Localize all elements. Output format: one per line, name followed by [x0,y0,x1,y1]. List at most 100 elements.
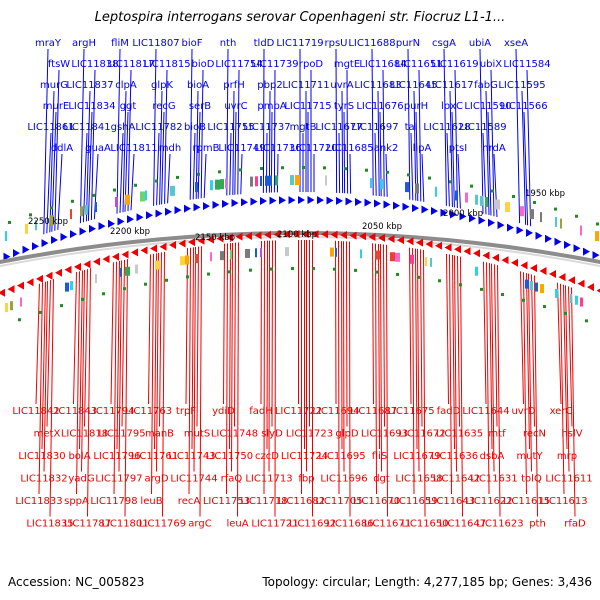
reverse-gene-arrow [83,260,91,269]
gene-label: LIC11720 [290,143,337,154]
feature-bar [580,297,583,307]
gene-label: bioD [192,59,215,70]
scale-tick [113,188,116,192]
gene-label: LIC11754 [215,59,262,70]
gene-label: LIC11705 [315,496,362,507]
gene-label: LIC11794 [87,406,134,417]
reverse-gene-arrow [397,236,404,245]
reverse-gene-arrow [349,231,357,240]
gene-label: LIC11659 [390,496,437,507]
scale-tick [354,268,357,272]
feature-bar [505,202,510,213]
forward-gene-arrow [279,196,286,205]
scale-tick [92,193,95,197]
feature-bar [555,288,558,298]
connector-line [271,240,273,427]
forward-gene-arrow [108,219,115,228]
feature-bar [475,266,478,276]
connector-line [335,240,337,405]
scale-tick [155,179,158,183]
gene-label: LIC11838 [71,59,118,70]
gene-label: mutY [516,451,543,462]
gene-label: LIC11619 [431,59,478,70]
gene-label: LIC11623 [476,519,523,530]
connector-line [377,90,380,197]
connector-line [240,153,243,195]
feature-bar [125,266,130,276]
feature-bar [520,206,524,217]
feature-bar [435,186,437,197]
connector-line [383,244,385,427]
reverse-gene-arrow [188,238,195,247]
gene-label: LIC11739 [251,59,298,70]
reverse-gene-arrow [492,253,499,262]
connector-line [485,90,490,216]
feature-bar [295,175,300,186]
gene-label: gshA [111,122,136,133]
connector-line [237,242,239,517]
gene-label: dsbA [480,451,505,462]
connector-line [349,153,352,194]
gene-label: fliM [111,38,129,49]
connector-line [268,240,270,472]
connector-line [523,111,529,226]
connector-line [159,90,163,205]
gene-label: hslV [561,429,582,440]
reverse-gene-arrow [264,230,271,239]
scale-tick [365,168,368,172]
forward-gene-arrow [250,197,258,206]
gene-label: LIC11755 [207,122,254,133]
gene-label: LIC11715 [284,101,331,112]
scale-tick [333,267,336,271]
gene-label: LIC11833 [15,496,62,507]
forward-gene-arrow [383,200,391,209]
connector-line [43,281,48,472]
connector-line [35,283,40,405]
scale-tick [239,168,242,172]
forward-gene-arrow [203,202,210,211]
gene-label: guaA [85,143,111,154]
connector-line [262,48,265,193]
connector-line [223,243,225,405]
feature-bar [230,250,232,260]
connector-line [203,153,207,198]
forward-gene-arrow [393,201,400,210]
scale-tick [29,213,32,217]
gene-label: ddlA [51,143,73,154]
feature-bar [120,267,122,277]
scale-tick [165,278,168,282]
forward-strand-track [0,196,600,261]
connector-line [192,132,196,200]
forward-gene-arrow [127,215,134,224]
gene-label: LIC11636 [431,451,478,462]
gene-label: LIC11642 [433,474,480,485]
scale-tick [459,283,462,287]
connector-line [81,269,85,472]
feature-bar [530,209,534,220]
connector-line [76,271,80,495]
gene-label: fbp [298,474,314,485]
gene-label: LIC11566 [500,101,547,112]
reverse-gene-arrow [530,264,537,273]
gene-label: bioB [184,122,206,133]
connector-line [565,285,570,472]
connector-line [164,69,168,204]
feature-bar [220,251,224,261]
connector-line [420,249,423,427]
connector-line [378,243,380,450]
reverse-connector-lines [35,240,576,517]
reverse-gene-arrow [539,266,547,275]
gene-label: LIC11635 [436,429,483,440]
connector-line [380,244,382,472]
reverse-gene-arrow [216,234,224,243]
gene-label: tal [405,122,418,133]
feature-bar [380,179,383,190]
feature-bar [210,180,213,191]
gene-label: recG [152,101,175,112]
forward-gene-arrow [165,207,172,216]
gene-label: xseA [504,38,528,49]
gene-label: LIC11795 [98,429,145,440]
connector-line [85,90,91,222]
gene-label: LIC11748 [211,429,258,440]
reverse-gene-arrow [245,231,252,240]
